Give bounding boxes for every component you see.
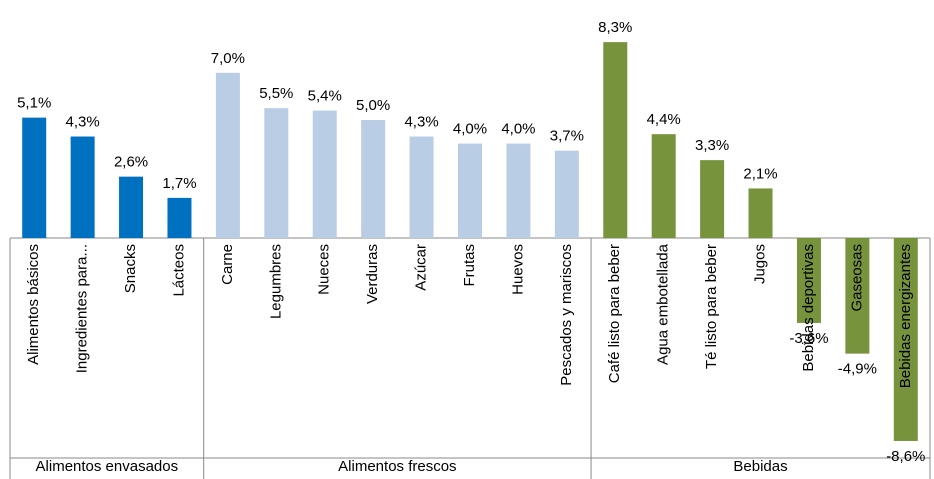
x-tick-label: Agua embotellada	[655, 243, 672, 365]
value-label: 5,5%	[259, 85, 293, 102]
bar	[651, 134, 676, 238]
bar	[700, 160, 725, 238]
bar	[845, 238, 870, 354]
value-label: 5,1%	[17, 95, 51, 112]
bar	[264, 108, 289, 238]
x-tick-label: Legumbres	[267, 244, 284, 319]
value-label: 4,0%	[501, 121, 535, 138]
bar	[361, 120, 386, 238]
x-tick-label: Lácteos	[170, 244, 187, 297]
x-tick-label: Ingredientes para...	[74, 244, 91, 373]
x-tick-label: Jugos	[751, 244, 768, 284]
value-label: 5,0%	[356, 97, 390, 114]
value-label: 4,4%	[647, 111, 681, 128]
bar	[167, 197, 192, 238]
value-label: 7,0%	[211, 50, 245, 67]
value-label: 8,3%	[598, 19, 632, 36]
x-tick-label: Snacks	[122, 244, 139, 293]
bar	[70, 136, 95, 238]
bar	[796, 238, 821, 323]
bar	[458, 143, 482, 238]
value-label: 2,6%	[114, 154, 148, 171]
value-label: -3,6%	[789, 330, 828, 347]
x-tick-label: Huevos	[509, 244, 526, 295]
bar	[409, 136, 434, 238]
value-label: 4,3%	[66, 113, 100, 130]
x-tick-label: Alimentos básicos	[25, 244, 42, 365]
bar	[893, 238, 918, 441]
value-label: -8,6%	[886, 448, 925, 465]
x-tick-label: Pescados y mariscos	[558, 244, 575, 386]
group-label: Alimentos envasados	[36, 458, 179, 475]
x-tick-label: Bebidas deportivas	[800, 244, 817, 372]
bar	[603, 42, 628, 239]
bar	[506, 143, 531, 238]
x-tick-label: Gaseosas	[848, 244, 865, 312]
bar	[312, 110, 337, 238]
x-tick-label: Carne	[219, 244, 236, 285]
group-label: Alimentos frescos	[338, 458, 456, 475]
value-label: 3,3%	[695, 137, 729, 154]
x-tick-label: Azúcar	[413, 244, 430, 291]
bar	[119, 176, 144, 238]
value-label: 3,7%	[550, 128, 584, 145]
x-tick-label: Café listo para beber	[606, 244, 623, 383]
x-tick-label: Té listo para beber	[703, 244, 720, 369]
bar	[554, 150, 579, 238]
value-label: 4,3%	[404, 113, 438, 130]
x-tick-label: Frutas	[461, 244, 478, 287]
value-label: 2,1%	[743, 165, 777, 182]
value-label: 1,7%	[162, 175, 196, 192]
x-tick-label: Bebidas energizantes	[897, 244, 914, 388]
value-label: -4,9%	[838, 361, 877, 378]
bar	[748, 188, 773, 238]
bar	[215, 72, 240, 238]
group-label: Bebidas	[733, 458, 787, 475]
x-tick-label: Nueces	[316, 244, 333, 295]
value-label: 4,0%	[453, 121, 487, 138]
bar	[22, 117, 47, 238]
x-tick-label: Verduras	[364, 244, 381, 304]
value-label: 5,4%	[308, 88, 342, 105]
